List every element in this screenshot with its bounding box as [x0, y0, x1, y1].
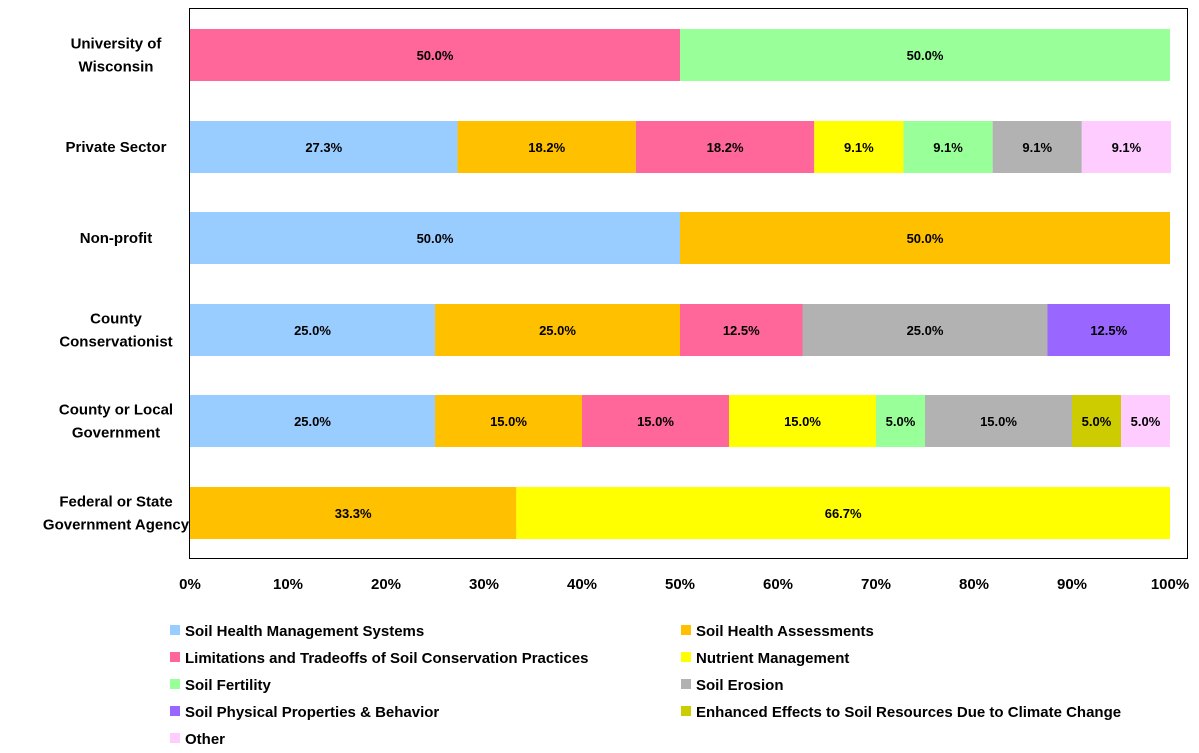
data-label: 50.0% [907, 231, 944, 246]
data-label: 15.0% [980, 414, 1017, 429]
data-label: 5.0% [886, 414, 916, 429]
legend-label: Soil Health Assessments [696, 623, 874, 640]
x-tick-label: 100% [1151, 576, 1189, 593]
legend-swatch [681, 652, 691, 662]
data-label: 33.3% [335, 506, 372, 521]
data-label: 25.0% [907, 323, 944, 338]
x-tick-label: 10% [273, 576, 303, 593]
x-axis-tick-labels: 0% 10% 20% 30% 40% 50% 60% 70% 80% 90% 100% [179, 576, 1189, 593]
legend: Soil Health Management Systems Soil Healt… [170, 623, 1121, 748]
x-tick-label: 60% [763, 576, 793, 593]
legend-label: Soil Fertility [185, 677, 272, 694]
data-label: 66.7% [825, 506, 862, 521]
legend-label: Soil Physical Properties & Behavior [185, 704, 439, 721]
bar-segment [680, 304, 803, 356]
category-label: University of Wisconsin [71, 36, 163, 76]
category-label: County or Local Government [59, 402, 173, 442]
data-label: 50.0% [417, 231, 454, 246]
bar-segment [190, 29, 680, 81]
legend-swatch [681, 706, 691, 716]
data-label: 12.5% [723, 323, 760, 338]
bar-segment [435, 395, 582, 447]
x-tick-label: 40% [567, 576, 597, 593]
category-label: Federal or State Government Agency [43, 494, 190, 534]
bar-segment [1047, 304, 1170, 356]
bar-segment [680, 212, 1170, 264]
data-label: 9.1% [1022, 140, 1052, 155]
legend-label: Soil Erosion [696, 677, 784, 694]
bar-segment [992, 121, 1082, 173]
x-tick-label: 80% [959, 576, 989, 593]
bar-segment [903, 121, 993, 173]
bar-segment [925, 395, 1072, 447]
data-label: 18.2% [707, 140, 744, 155]
legend-swatch [681, 679, 691, 689]
bar-segment [190, 487, 517, 539]
data-label: 25.0% [294, 323, 331, 338]
legend-label: Nutrient Management [696, 650, 849, 667]
legend-swatch [170, 706, 180, 716]
data-label: 18.2% [528, 140, 565, 155]
data-label: 9.1% [1112, 140, 1142, 155]
bar-segment [516, 487, 1170, 539]
category-label: Non-profit [80, 230, 152, 247]
x-tick-label: 0% [179, 576, 201, 593]
bars-layer: 50.0% 50.0% 27.3% 18.2% 18.2% 9.1% 9.1% 9.1% 9.1… [190, 29, 1171, 539]
bar-segment [1072, 395, 1121, 447]
data-label: 5.0% [1131, 414, 1161, 429]
data-label: 15.0% [637, 414, 674, 429]
bar-segment [680, 29, 1170, 81]
data-label: 15.0% [490, 414, 527, 429]
legend-swatch [170, 733, 180, 743]
category-labels: University of Wisconsin Private Sector Non-… [43, 36, 190, 534]
bar-segment [190, 395, 435, 447]
x-tick-label: 90% [1057, 576, 1087, 593]
x-tick-label: 70% [861, 576, 891, 593]
category-label: Private Sector [66, 139, 167, 156]
bar-segment [802, 304, 1048, 356]
bar-segment [876, 395, 925, 447]
plot-frame [189, 8, 1188, 559]
legend-label: Soil Health Management Systems [185, 623, 424, 640]
data-label: 15.0% [784, 414, 821, 429]
bar-segment [814, 121, 904, 173]
bar-segment [1081, 121, 1171, 173]
legend-swatch [170, 652, 180, 662]
data-label: 9.1% [844, 140, 874, 155]
x-tick-label: 30% [469, 576, 499, 593]
data-label: 5.0% [1082, 414, 1112, 429]
bar-segment [1121, 395, 1170, 447]
bar-segment [190, 121, 458, 173]
x-tick-label: 20% [371, 576, 401, 593]
legend-swatch [170, 625, 180, 635]
bar-segment [635, 121, 815, 173]
bar-segment [582, 395, 729, 447]
data-label: 12.5% [1090, 323, 1127, 338]
legend-label: Limitations and Tradeoffs of Soil Conser… [185, 650, 588, 667]
data-label: 27.3% [305, 140, 342, 155]
data-label: 9.1% [933, 140, 963, 155]
legend-label: Other [185, 731, 225, 748]
data-label: 25.0% [539, 323, 576, 338]
x-tick-label: 50% [665, 576, 695, 593]
legend-label: Enhanced Effects to Soil Resources Due t… [696, 704, 1121, 721]
bar-segment [729, 395, 876, 447]
data-label: 50.0% [417, 48, 454, 63]
bar-segment [435, 304, 680, 356]
data-label: 25.0% [294, 414, 331, 429]
data-label: 50.0% [907, 48, 944, 63]
bar-segment [457, 121, 636, 173]
bar-segment [190, 212, 680, 264]
legend-swatch [170, 679, 180, 689]
category-label: County Conservationist [59, 311, 172, 351]
legend-swatch [681, 625, 691, 635]
bar-segment [190, 304, 435, 356]
